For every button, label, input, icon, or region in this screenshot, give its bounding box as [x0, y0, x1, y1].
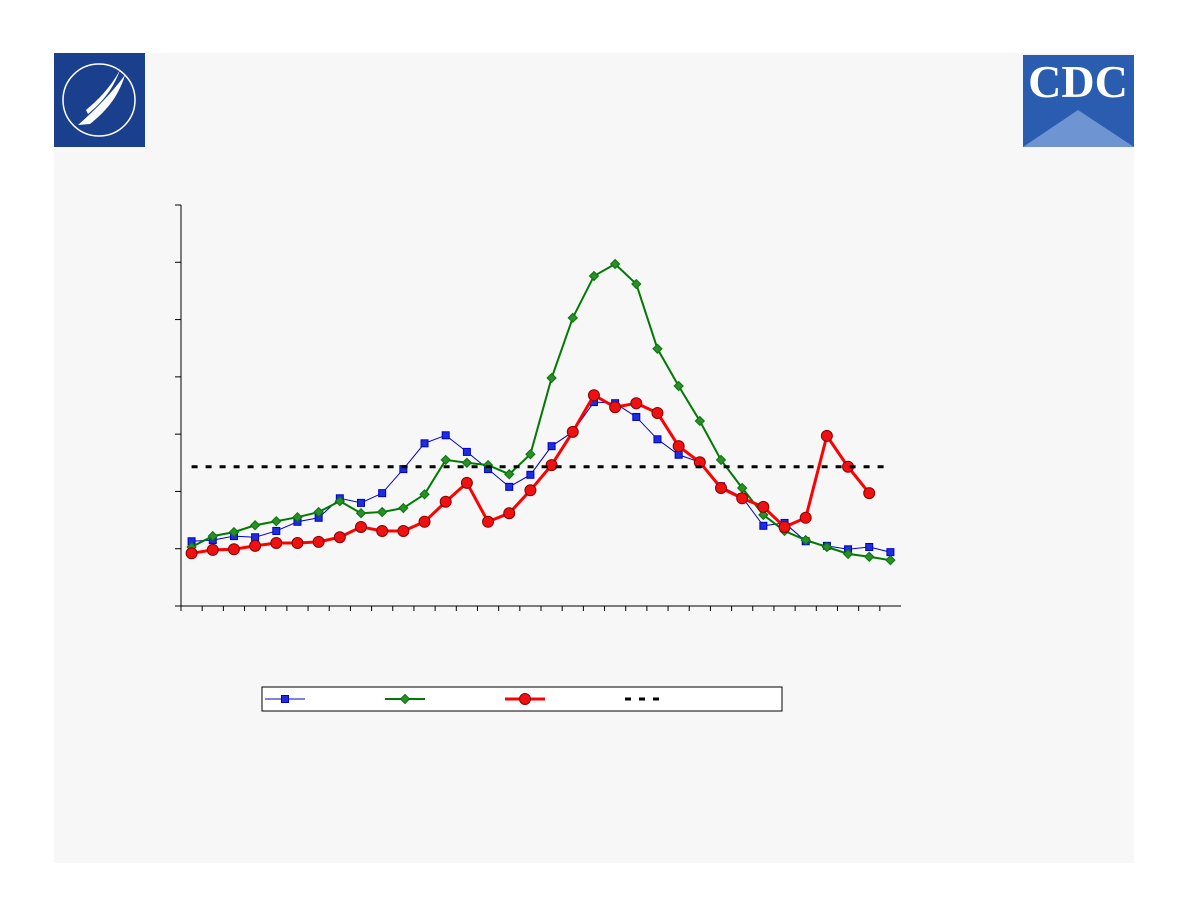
marker: [759, 521, 768, 530]
marker: [631, 278, 642, 290]
marker: [609, 258, 621, 270]
marker: [800, 534, 811, 546]
marker: [567, 312, 578, 324]
marker: [842, 548, 854, 560]
marker: [376, 506, 388, 518]
marker: [799, 511, 812, 524]
marker: [778, 520, 791, 533]
marker: [566, 425, 579, 438]
marker: [440, 454, 451, 466]
marker: [651, 406, 664, 419]
marker: [526, 470, 535, 479]
marker: [864, 551, 875, 562]
marker: [652, 343, 663, 354]
marker: [185, 547, 198, 560]
marker: [333, 531, 346, 544]
marker: [674, 450, 683, 459]
marker: [397, 524, 410, 537]
marker: [251, 533, 260, 542]
marker: [376, 524, 389, 537]
marker: [482, 515, 495, 528]
marker: [715, 481, 727, 494]
marker: [270, 536, 283, 549]
marker: [545, 459, 558, 472]
marker: [357, 498, 365, 507]
marker: [249, 539, 262, 552]
hhs-logo: [54, 53, 145, 147]
marker: [418, 515, 431, 528]
marker: [757, 500, 770, 513]
marker: [334, 495, 346, 507]
cdc-logo: CDC: [1023, 55, 1134, 147]
marker: [313, 506, 324, 518]
marker: [228, 526, 240, 538]
marker: [378, 489, 387, 498]
marker: [673, 380, 684, 392]
marker: [462, 447, 471, 456]
marker: [355, 507, 367, 519]
marker: [525, 448, 536, 460]
marker: [885, 554, 896, 566]
marker: [820, 429, 833, 442]
marker: [865, 542, 874, 551]
marker: [399, 693, 411, 705]
marker: [227, 543, 240, 556]
panel: [54, 53, 1134, 863]
marker: [461, 457, 473, 468]
marker: [632, 412, 641, 421]
marker: [420, 439, 429, 448]
series-line: [191, 262, 891, 562]
marker: [398, 502, 409, 514]
marker: [460, 476, 473, 489]
marker: [249, 520, 261, 531]
marker: [439, 495, 452, 508]
marker: [503, 507, 516, 520]
marker: [821, 541, 833, 553]
marker: [519, 693, 531, 705]
marker: [715, 454, 727, 466]
marker: [672, 440, 685, 453]
marker: [863, 487, 876, 500]
marker: [694, 415, 706, 427]
marker: [271, 516, 282, 527]
series-line: [191, 401, 891, 553]
marker: [291, 536, 304, 549]
marker: [441, 431, 450, 440]
marker: [653, 435, 662, 444]
marker: [272, 526, 281, 535]
marker: [292, 511, 303, 523]
marker: [505, 482, 514, 491]
marker: [758, 509, 769, 521]
marker: [609, 401, 622, 414]
marker: [736, 492, 749, 505]
marker: [281, 695, 289, 703]
marker: [504, 469, 515, 480]
marker: [630, 397, 643, 410]
marker: [419, 489, 430, 500]
marker: [207, 530, 218, 542]
marker: [546, 372, 557, 384]
logo-text: CDC: [1028, 56, 1128, 107]
marker: [886, 548, 895, 557]
marker: [547, 442, 556, 451]
marker: [206, 543, 219, 556]
marker: [587, 389, 600, 402]
marker: [355, 520, 367, 533]
marker: [588, 270, 600, 282]
marker: [312, 535, 325, 548]
marker: [524, 484, 537, 497]
